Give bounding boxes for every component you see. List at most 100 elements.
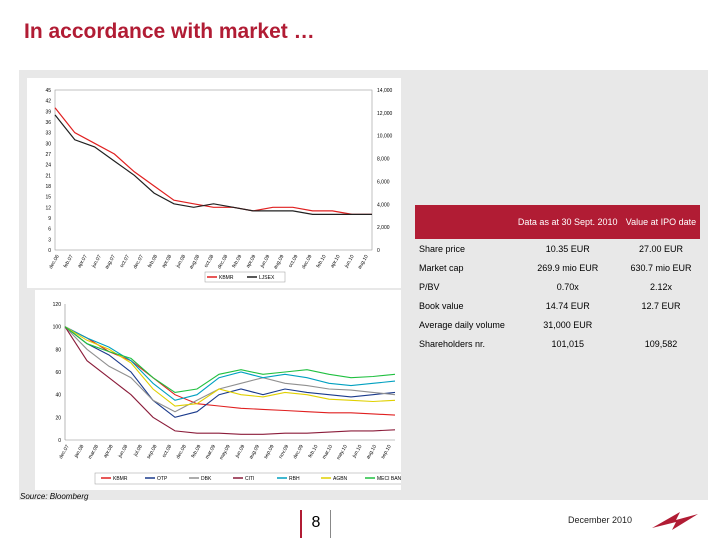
x-axis-tick: jan.08 — [73, 444, 86, 460]
footer-date: December 2010 — [568, 515, 633, 525]
table-header-ipo: Value at IPO date — [622, 205, 700, 239]
legend-box — [94, 472, 401, 485]
legend-label: RBH — [289, 476, 300, 482]
right-axis-tick: 6,000 — [377, 179, 390, 185]
legend-box — [204, 271, 286, 283]
row-current: 31,000 EUR — [543, 319, 593, 330]
plot-area — [54, 89, 373, 251]
x-axis-tick: dec.07 — [58, 444, 71, 460]
legend-label: KBMR — [219, 275, 234, 281]
table-row: Book value 14.74 EUR 12.7 EUR — [415, 296, 700, 315]
row-ipo: 2.12x — [649, 281, 673, 292]
row-current: 0.70x — [556, 281, 579, 292]
row-label: Book value — [419, 300, 464, 311]
x-axis-tick: oct.07 — [119, 254, 131, 269]
x-axis-tick: dec.07 — [132, 254, 145, 270]
row-label: Share price — [419, 243, 466, 254]
x-axis-tick: aug.10 — [357, 254, 370, 270]
series-line-meci-banks — [64, 326, 396, 393]
left-axis-tick: 36 — [45, 120, 51, 126]
left-axis-tick: 27 — [45, 152, 51, 158]
row-current: 269.9 mio EUR — [537, 262, 599, 273]
x-axis-tick: feb.09 — [190, 444, 202, 459]
row-label: Shareholders nr. — [419, 338, 486, 349]
x-axis-tick: aug.09 — [248, 444, 261, 460]
legend-label: LJSEX — [259, 275, 275, 281]
y-axis-tick: 80 — [55, 347, 61, 353]
x-axis-tick: mar.08 — [87, 444, 100, 460]
x-axis-tick: jul.08 — [132, 444, 144, 458]
y-axis-tick: 40 — [55, 393, 61, 399]
x-axis-tick: feb.08 — [147, 254, 159, 269]
y-axis-tick: 120 — [53, 302, 62, 308]
x-axis-tick: dec.09 — [292, 444, 305, 460]
row-ipo — [622, 315, 700, 334]
x-axis-tick: feb.10 — [307, 444, 319, 459]
left-axis-tick: 3 — [48, 237, 51, 243]
left-axis-tick: 9 — [48, 216, 51, 222]
series-line-citi — [64, 326, 396, 435]
share-price-chart: 454239363330272421181512963014,00012,000… — [27, 78, 401, 288]
legend-label: MECI BANKS — [377, 476, 401, 482]
table-row: Market cap 269.9 mio EUR 630.7 mio EUR — [415, 258, 700, 277]
x-axis-tick: aug.09 — [273, 254, 286, 270]
x-axis-tick: apr.10 — [329, 254, 341, 269]
series-line-agbn — [64, 326, 396, 407]
left-axis-tick: 12 — [45, 205, 51, 211]
left-axis-tick: 24 — [45, 163, 51, 169]
x-axis-tick: aug.10 — [365, 444, 378, 460]
x-axis-tick: jun.08 — [175, 254, 188, 270]
page-number: 8 — [300, 510, 331, 538]
x-axis-tick: apr.09 — [245, 254, 257, 269]
table-row: Shareholders nr. 101,015 109,582 — [415, 334, 700, 353]
x-axis-tick: nov.09 — [278, 444, 291, 460]
x-axis-tick: jun.08 — [117, 444, 130, 460]
x-axis-tick: dec.08 — [175, 444, 188, 460]
legend-label: AGBN — [333, 476, 348, 482]
x-axis-tick: feb.07 — [63, 254, 75, 269]
row-current: 14.74 EUR — [545, 300, 590, 311]
left-axis-tick: 30 — [45, 141, 51, 147]
left-axis-tick: 0 — [48, 248, 51, 254]
x-axis-tick: sep.10 — [380, 444, 393, 460]
y-axis-tick: 20 — [55, 415, 61, 421]
legend-label: DBK — [201, 476, 212, 482]
row-ipo: 630.7 mio EUR — [630, 262, 692, 273]
right-axis-tick: 12,000 — [377, 111, 393, 117]
left-axis-tick: 15 — [45, 195, 51, 201]
table-row: P/BV 0.70x 2.12x — [415, 277, 700, 296]
table-row: Share price 10.35 EUR 27.00 EUR — [415, 239, 700, 258]
x-axis-tick: mar.09 — [204, 444, 217, 460]
row-label: P/BV — [419, 281, 440, 292]
row-ipo: 109,582 — [644, 338, 678, 349]
left-axis-tick: 18 — [45, 184, 51, 190]
right-axis-tick: 0 — [377, 248, 380, 254]
series-line-kbmr — [54, 107, 372, 215]
left-axis-tick: 33 — [45, 131, 51, 137]
x-axis-tick: may.10 — [336, 444, 349, 461]
row-ipo: 27.00 EUR — [638, 243, 684, 254]
x-axis-tick: oct.08 — [203, 254, 215, 269]
row-current: 10.35 EUR — [545, 243, 590, 254]
x-axis-tick: dec.06 — [48, 254, 61, 270]
right-axis-tick: 2,000 — [377, 225, 390, 231]
slide-title: In accordance with market … — [24, 20, 315, 43]
table-row: Average daily volume 31,000 EUR — [415, 315, 700, 334]
legend-label: CITI — [245, 476, 254, 482]
legend-label: KBMR — [113, 476, 128, 482]
x-axis-tick: oct.08 — [161, 444, 173, 459]
x-axis-tick: jun.10 — [343, 254, 356, 270]
key-figures-table: Data as at 30 Sept. 2010 Value at IPO da… — [415, 205, 700, 353]
row-ipo: 12.7 EUR — [641, 300, 681, 311]
left-axis-tick: 42 — [45, 99, 51, 105]
x-axis-tick: sep.08 — [146, 444, 159, 460]
x-axis-tick: aug.08 — [188, 254, 201, 270]
series-line-kbmr — [64, 326, 396, 416]
series-line-rbh — [64, 326, 396, 401]
left-axis-tick: 6 — [48, 227, 51, 233]
series-line-dbk — [64, 326, 396, 413]
x-axis-tick: oct.09 — [287, 254, 299, 269]
series-line-ljsex — [54, 114, 372, 215]
x-axis-tick: dec.08 — [217, 254, 230, 270]
